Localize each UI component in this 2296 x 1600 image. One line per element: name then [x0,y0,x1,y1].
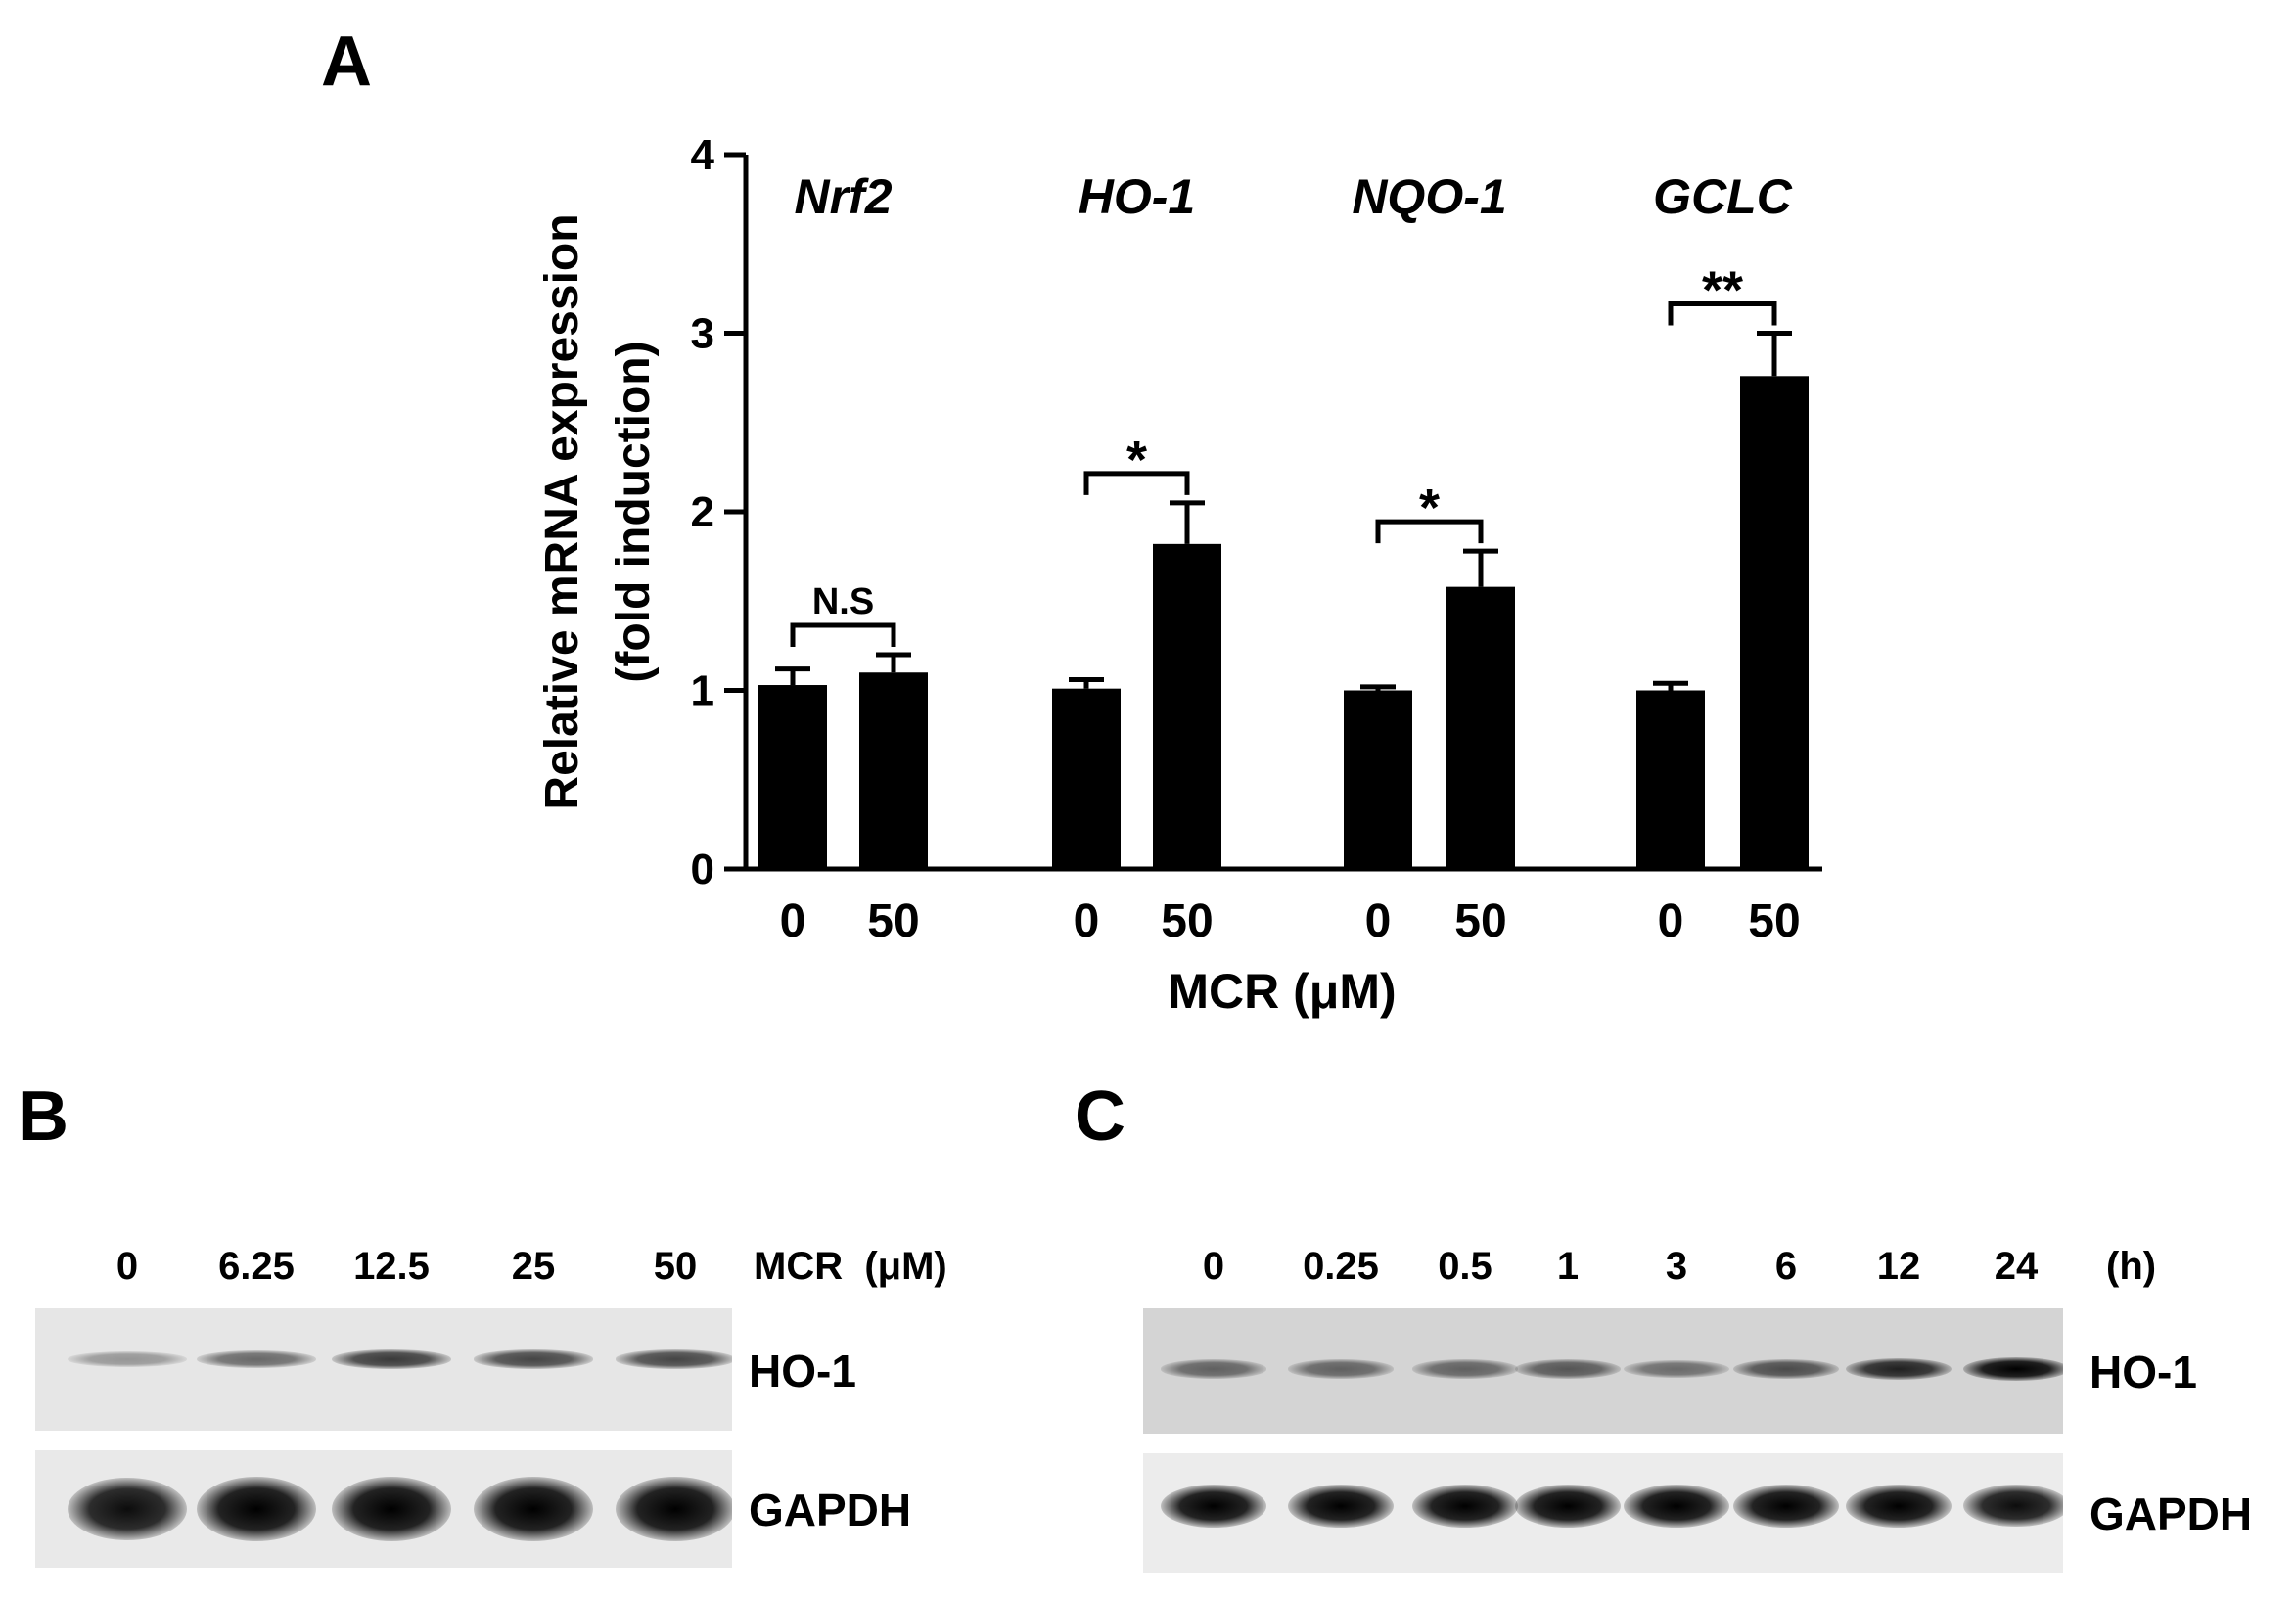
band [332,1477,451,1541]
x-tick-label: 0 [1658,895,1684,947]
band [68,1351,187,1367]
significance-bracket [790,622,896,647]
x-tick-label: 0 [1365,895,1392,947]
bar [758,685,827,869]
gene-label-gclc: GCLC [1653,169,1793,224]
x-tick-label: 0 [780,895,806,947]
bar [1446,586,1515,869]
lane-label: 0.5 [1438,1245,1492,1288]
x-tick-label: 50 [1161,895,1213,947]
blot-strip-ho1 [1143,1308,2063,1434]
band [474,1349,593,1369]
bar [1153,543,1221,869]
significance-label: N.S [812,581,874,622]
y-tick-label: 0 [691,846,714,893]
band [1846,1357,1952,1381]
band [1963,1485,2063,1528]
significance-bracket [1375,519,1484,544]
y-axis-label-line1: Relative mRNA expression [536,213,588,809]
lane-label: 12.5 [353,1245,430,1288]
band [1288,1359,1394,1379]
significance-label: * [1419,479,1440,537]
significance-label: ** [1702,261,1743,320]
band-label-ho1: HO-1 [749,1345,856,1396]
panel-letter-c: C [1075,1077,1125,1156]
band-label-gapdh: GAPDH [2089,1488,2253,1539]
band [68,1477,187,1541]
band [1161,1359,1266,1379]
x-tick-label: 0 [1074,895,1100,947]
x-tick-label: 50 [867,895,919,947]
gene-label-ho-1: HO-1 [1079,169,1195,224]
gene-label-nqo-1: NQO-1 [1352,169,1506,224]
band [197,1350,316,1368]
y-tick-label: 3 [691,310,714,358]
band-label-ho1: HO-1 [2089,1347,2197,1397]
x-tick-label: 50 [1454,895,1506,947]
panel-letter-a: A [321,23,372,101]
band [1515,1359,1621,1379]
band [1412,1485,1518,1528]
y-tick-label: 4 [691,131,715,179]
condition-label: (h) [2106,1245,2157,1288]
band [1624,1485,1729,1528]
significance-bracket [1668,301,1777,326]
band [197,1477,316,1541]
band [1412,1359,1518,1379]
panel-letter-b: B [18,1077,69,1156]
lane-label: 0 [1202,1245,1225,1288]
lane-label: 25 [511,1245,556,1288]
bar-chart: 0 1 2 3 4 Relative mRNA expression (fold induc… [536,131,1822,1019]
x-tick-label: 50 [1748,895,1800,947]
bar [1740,376,1809,869]
y-tick-label: 2 [691,488,714,536]
blot-strip-ho1 [35,1308,732,1431]
lane-label: 6.25 [218,1245,295,1288]
band [1288,1485,1394,1528]
lane-label: 24 [1994,1245,2039,1288]
significance-bracket [1083,471,1190,495]
band [616,1477,732,1541]
band [616,1349,732,1369]
band [1624,1359,1729,1379]
band [1963,1357,2063,1381]
lane-label: 50 [653,1245,698,1288]
blot-strip-gapdh [1143,1453,2063,1573]
blot-strip-gapdh [35,1450,732,1568]
band [474,1477,593,1541]
condition-label: MCR (μM) [754,1245,947,1288]
bar [1636,690,1705,869]
band [1161,1485,1266,1528]
band [1733,1358,1839,1380]
band [332,1349,451,1369]
y-axis-label-line2: (fold induction) [608,341,660,682]
bar [1052,688,1121,869]
lane-label: 0.25 [1303,1245,1379,1288]
significance-label: * [1126,431,1147,489]
lane-label: 1 [1556,1245,1580,1288]
bar [859,672,928,869]
band [1846,1485,1952,1528]
lane-label: 6 [1774,1245,1798,1288]
lane-label: 12 [1876,1245,1921,1288]
x-axis-label: MCR (μM) [1168,964,1396,1019]
lane-label: 3 [1665,1245,1688,1288]
gene-label-nrf2: Nrf2 [794,169,892,224]
band [1733,1485,1839,1528]
lane-label: 0 [115,1245,139,1288]
band [1515,1485,1621,1528]
y-tick-label: 1 [691,667,714,715]
band-label-gapdh: GAPDH [749,1485,912,1535]
bar [1344,690,1412,869]
